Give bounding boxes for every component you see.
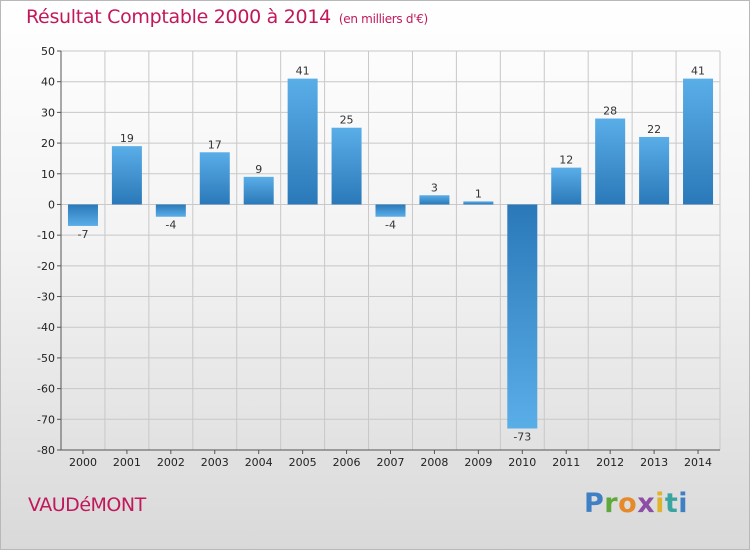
x-tick-label: 2004 [245, 456, 273, 469]
data-label-2014: 41 [691, 65, 705, 78]
data-label-2013: 22 [647, 123, 661, 136]
data-label-2009: 1 [475, 187, 482, 200]
y-tick-label: -70 [37, 413, 55, 426]
x-tick-label: 2006 [333, 456, 361, 469]
bar-2009 [463, 201, 494, 205]
bar-2010 [507, 204, 538, 429]
data-label-2010: -73 [513, 431, 531, 444]
data-label-2012: 28 [603, 105, 617, 118]
x-tick-label: 2011 [552, 456, 580, 469]
chart-title-text: Résultat Comptable 2000 à 2014 [26, 6, 331, 28]
x-tick-label: 2009 [464, 456, 492, 469]
data-label-2008: 3 [431, 181, 438, 194]
data-label-2002: -4 [165, 219, 176, 232]
x-tick-label: 2012 [596, 456, 624, 469]
y-tick-label: 10 [41, 168, 55, 181]
x-tick-label: 2007 [377, 456, 405, 469]
y-tick-label: -40 [37, 321, 55, 334]
y-tick-label: 30 [41, 106, 55, 119]
x-tick-label: 2002 [157, 456, 185, 469]
bar-2008 [419, 195, 450, 205]
x-tick-label: 2014 [684, 456, 712, 469]
bar-2000 [67, 204, 98, 226]
data-label-2001: 19 [120, 132, 134, 145]
y-tick-label: -10 [37, 229, 55, 242]
bar-2003 [199, 152, 230, 205]
data-labels: -7 19 -4 17 9 41 25 -4 3 1 -73 12 28 22 41 [77, 65, 705, 444]
proxiti-logo: Proxiti [584, 488, 689, 519]
y-tick-label: 20 [41, 137, 55, 150]
y-tick-label: 40 [41, 76, 55, 89]
data-label-2011: 12 [559, 154, 573, 167]
x-tick-label: 2003 [201, 456, 229, 469]
y-tick-label: -20 [37, 260, 55, 273]
x-tick-label: 2008 [420, 456, 448, 469]
data-label-2005: 41 [296, 65, 310, 78]
bar-2007 [375, 204, 406, 217]
bar-2002 [155, 204, 186, 217]
chart-unit-label: (en milliers d'€) [338, 12, 428, 26]
x-tick-label: 2001 [113, 456, 141, 469]
x-tick-label: 2010 [508, 456, 536, 469]
bar-2005 [287, 78, 318, 205]
data-label-2000: -7 [77, 228, 88, 241]
bar-2011 [551, 167, 582, 205]
bar-2012 [595, 118, 626, 205]
y-tick-label: -60 [37, 383, 55, 396]
bars [67, 78, 714, 429]
town-name: VAUDéMONT [28, 494, 146, 516]
data-label-2004: 9 [255, 163, 262, 176]
x-tick-label: 2005 [289, 456, 317, 469]
data-label-2006: 25 [340, 114, 354, 127]
bar-2006 [331, 127, 362, 205]
y-tick-label: 50 [41, 45, 55, 58]
y-tick-label: -80 [37, 444, 55, 457]
x-tick-label: 2000 [69, 456, 97, 469]
y-tick-label: 0 [48, 198, 55, 211]
data-label-2007: -4 [385, 219, 396, 232]
bar-2014 [683, 78, 714, 205]
y-tick-label: -50 [37, 352, 55, 365]
y-tick-label: -30 [37, 291, 55, 304]
gridlines [60, 50, 721, 451]
bar-2001 [111, 146, 142, 205]
data-label-2003: 17 [208, 138, 222, 151]
bar-2013 [639, 136, 670, 205]
bar-2004 [243, 176, 274, 205]
x-tick-label: 2013 [640, 456, 668, 469]
chart-title: Résultat Comptable 2000 à 2014 (en millie… [26, 6, 428, 28]
